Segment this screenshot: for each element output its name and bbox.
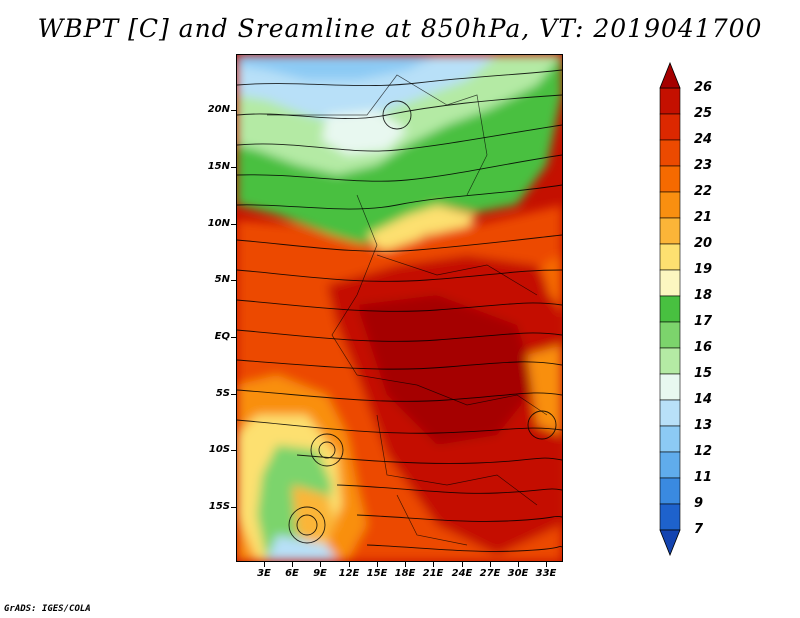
lon-tick <box>433 562 434 567</box>
lat-tick <box>231 110 236 111</box>
lon-label-12e: 12E <box>338 568 360 579</box>
colorbar-segment <box>659 373 681 401</box>
colorbar-segment <box>659 87 681 115</box>
map-plot-area <box>236 54 563 562</box>
colorbar-segment <box>659 477 681 505</box>
lat-tick <box>231 450 236 451</box>
colorbar-segment <box>659 503 681 531</box>
lon-label-3e: 3E <box>257 568 271 579</box>
colorbar-label: 12 <box>694 444 713 459</box>
colorbar-segment <box>659 139 681 167</box>
colorbar-label: 20 <box>694 236 713 251</box>
colorbar-segment <box>659 347 681 375</box>
lon-label-27e: 27E <box>479 568 501 579</box>
lat-label-5s: 5S <box>215 388 230 399</box>
colorbar-segment <box>659 425 681 453</box>
lat-tick <box>231 507 236 508</box>
lon-label-21e: 21E <box>422 568 444 579</box>
wbpt-field <box>237 55 562 561</box>
colorbar-label: 24 <box>694 132 713 147</box>
lat-tick <box>231 337 236 338</box>
lat-tick <box>231 280 236 281</box>
lon-tick <box>349 562 350 567</box>
lat-tick <box>231 394 236 395</box>
lon-tick <box>462 562 463 567</box>
colorbar-segment <box>659 269 681 297</box>
colorbar-label: 21 <box>694 210 713 225</box>
lat-label-20n: 20N <box>207 104 230 115</box>
lon-label-15e: 15E <box>366 568 388 579</box>
colorbar-label: 18 <box>694 288 713 303</box>
lat-label-eq: EQ <box>214 331 230 342</box>
lon-tick <box>320 562 321 567</box>
lon-label-6e: 6E <box>285 568 299 579</box>
lat-label-15n: 15N <box>207 161 230 172</box>
colorbar-label: 25 <box>694 106 713 121</box>
lon-label-30e: 30E <box>507 568 529 579</box>
lat-label-10n: 10N <box>207 218 230 229</box>
colorbar-segment <box>659 243 681 271</box>
lon-tick <box>518 562 519 567</box>
colorbar-segment <box>659 191 681 219</box>
colorbar-segment <box>659 217 681 245</box>
lat-label-5n: 5N <box>214 274 230 285</box>
colorbar-top-arrow <box>659 61 681 89</box>
colorbar-segment <box>659 165 681 193</box>
lon-tick <box>377 562 378 567</box>
colorbar-bottom-arrow <box>659 529 681 557</box>
colorbar-label: 7 <box>694 522 704 537</box>
lon-label-18e: 18E <box>394 568 416 579</box>
lon-tick <box>490 562 491 567</box>
colorbar-label: 15 <box>694 366 713 381</box>
lon-tick <box>405 562 406 567</box>
colorbar-label: 14 <box>694 392 713 407</box>
colorbar-label: 11 <box>694 470 713 485</box>
colorbar-segment <box>659 295 681 323</box>
colorbar-label: 13 <box>694 418 713 433</box>
credit-text: GrADS: IGES/COLA <box>4 604 91 614</box>
lat-tick <box>231 167 236 168</box>
colorbar-label: 23 <box>694 158 713 173</box>
colorbar-segment <box>659 321 681 349</box>
colorbar-label: 26 <box>694 80 713 95</box>
lat-label-10s: 10S <box>208 444 230 455</box>
map-title: WBPT [C] and Sreamline at 850hPa, VT: 20… <box>37 14 763 43</box>
colorbar-segment <box>659 451 681 479</box>
colorbar-label: 22 <box>694 184 713 199</box>
lat-label-15s: 15S <box>208 501 230 512</box>
lon-label-24e: 24E <box>451 568 473 579</box>
lon-label-9e: 9E <box>313 568 327 579</box>
colorbar-label: 9 <box>694 496 704 511</box>
lon-tick <box>264 562 265 567</box>
lon-tick <box>546 562 547 567</box>
lon-tick <box>292 562 293 567</box>
lat-tick <box>231 224 236 225</box>
colorbar-segment <box>659 399 681 427</box>
colorbar-label: 17 <box>694 314 713 329</box>
colorbar-label: 19 <box>694 262 713 277</box>
lon-label-33e: 33E <box>535 568 557 579</box>
colorbar-label: 16 <box>694 340 713 355</box>
colorbar-segment <box>659 113 681 141</box>
